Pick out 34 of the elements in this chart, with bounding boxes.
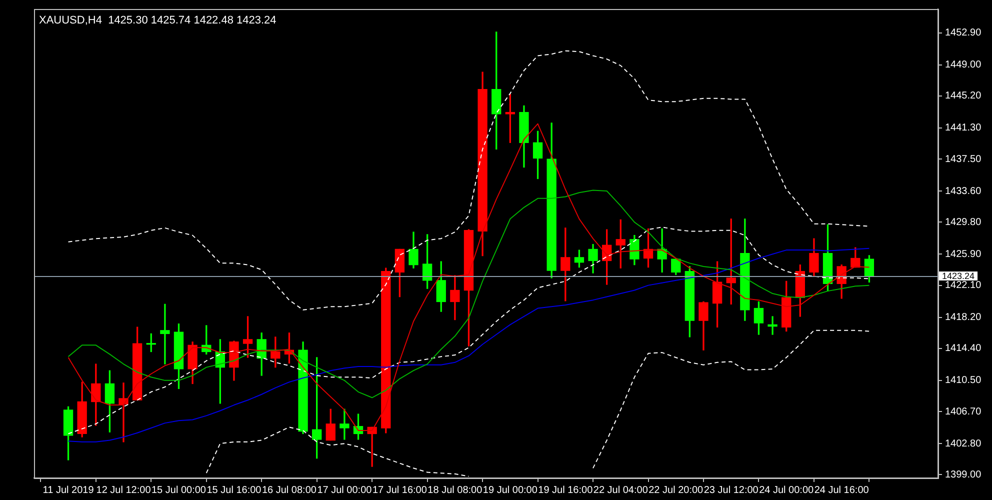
x-tick-label: 23 Jul 12:00 [704, 484, 759, 496]
x-tick-label: 18 Jul 08:00 [428, 484, 483, 496]
x-tick-label: 22 Jul 20:00 [648, 484, 704, 496]
x-tick-label: 16 Jul 08:00 [262, 484, 317, 496]
y-tick-label: 1429.80 [945, 216, 982, 228]
y-tick-label: 1414.40 [945, 343, 982, 354]
ref-line-label: 1423.24 [942, 270, 975, 281]
y-tick-label: 1445.20 [945, 90, 982, 102]
y-tick-label: 1418.20 [945, 312, 982, 324]
x-tick-label: 24 Jul 00:00 [759, 484, 814, 496]
candlestick [505, 94, 515, 143]
y-tick-label: 1449.00 [945, 60, 982, 71]
y-tick-label: 1437.50 [945, 154, 982, 165]
x-tick-label: 15 Jul 00:00 [152, 484, 206, 496]
x-tick-label: 17 Jul 00:00 [317, 484, 372, 496]
y-tick-label: 1399.00 [945, 469, 982, 480]
y-tick-label: 1425.90 [945, 248, 982, 260]
x-tick-label: 17 Jul 16:00 [372, 484, 428, 496]
text: XAUUSD,H4 1425.30 1425.74 1422.48 1423.24 [39, 14, 276, 27]
x-tick-label: 19 Jul 00:00 [482, 484, 538, 496]
x-tick-label: 24 Jul 16:00 [814, 484, 870, 496]
y-tick-label: 1402.80 [945, 438, 982, 450]
y-tick-label: 1452.90 [945, 28, 982, 39]
y-tick-label: 1422.10 [945, 280, 982, 292]
x-tick-label: 12 Jul 12:00 [96, 484, 152, 496]
x-tick-label: 11 Jul 2019 [42, 484, 94, 496]
line-series [68, 50, 870, 310]
y-tick-label: 1441.30 [945, 122, 982, 134]
y-tick-label: 1433.60 [945, 186, 982, 197]
x-tick-label: 15 Jul 16:00 [206, 484, 262, 496]
y-tick-label: 1406.70 [945, 406, 982, 418]
y-tick-label: 1410.50 [945, 375, 982, 386]
x-tick-label: 19 Jul 16:00 [538, 484, 594, 496]
x-tick-label: 22 Jul 04:00 [593, 484, 648, 496]
